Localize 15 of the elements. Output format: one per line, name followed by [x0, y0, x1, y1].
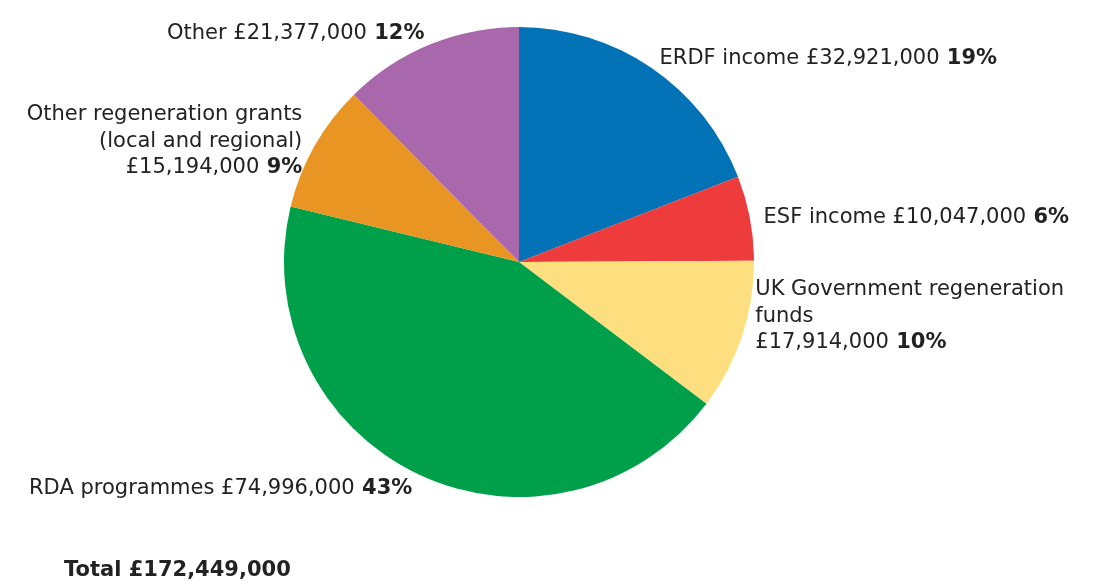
pie-slice — [519, 260, 754, 404]
data-label: £17,914,000 10% — [755, 328, 947, 353]
slice-label: RDA programmes — [29, 475, 215, 500]
slice-label: Other — [166, 19, 227, 44]
data-label: £15,194,000 9% — [125, 153, 303, 178]
category-label: UK Government regeneration funds — [755, 276, 1065, 327]
data-label: £32,921,000 19% — [799, 44, 998, 69]
data-label: £74,996,000 43% — [214, 475, 413, 500]
slice-label: ESF income — [763, 203, 886, 228]
data-label: £21,377,000 12% — [226, 19, 425, 44]
category-label: Other regeneration grants (local and regional) — [26, 101, 303, 152]
data-label: £10,047,000 6% — [885, 203, 1070, 228]
text: Total £172,449,000 — [64, 557, 291, 581]
pie-slice — [519, 176, 754, 262]
slice-label: ERDF income — [659, 44, 800, 69]
